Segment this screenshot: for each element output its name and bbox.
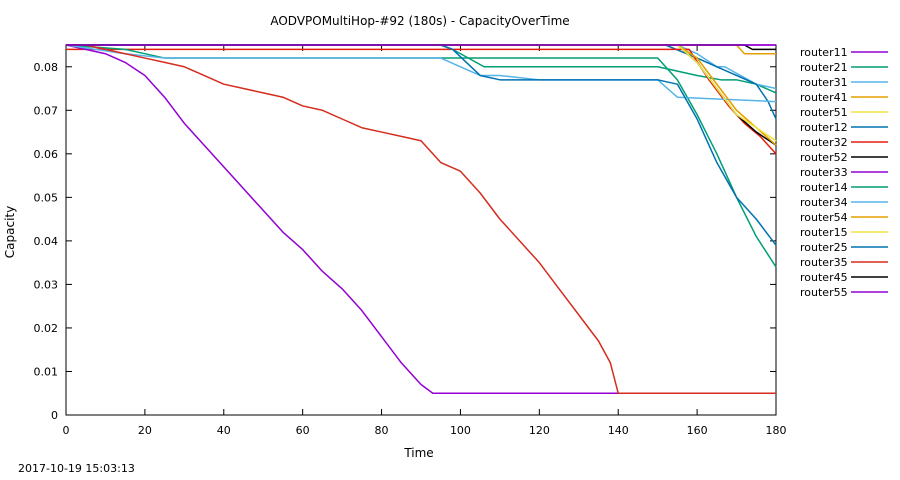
legend-label-router41: router41	[800, 91, 848, 104]
axis-ticks: 0 20 40 60 80 100 120 140 160 180 0 0.01 0.02 0.03 0.0…	[34, 45, 787, 437]
series-line-router54	[66, 44, 777, 146]
legend-label-router55: router55	[800, 286, 848, 299]
plot-frame	[65, 44, 777, 416]
y-tick-label: 0.06	[34, 148, 59, 161]
y-tick-label: 0.01	[34, 365, 59, 378]
y-tick-label: 0	[51, 409, 58, 422]
y-tick-label: 0.07	[34, 104, 59, 117]
series-line-router51	[66, 44, 777, 142]
legend-label-router14: router14	[800, 181, 848, 194]
series-line-router25	[66, 44, 777, 246]
legend-label-router33: router33	[800, 166, 848, 179]
legend-label-router11: router11	[800, 46, 848, 59]
y-tick-label: 0.08	[34, 61, 59, 74]
legend-label-router51: router51	[800, 106, 848, 119]
legend-label-router54: router54	[800, 211, 848, 224]
x-tick-label: 120	[529, 424, 550, 437]
series-line-router35	[66, 44, 776, 394]
legend-label-router12: router12	[800, 121, 848, 134]
x-tick-label: 80	[375, 424, 389, 437]
legend-label-router21: router21	[800, 61, 848, 74]
legend-label-router35: router35	[800, 256, 848, 269]
legend-label-router52: router52	[800, 151, 848, 164]
x-tick-label: 20	[138, 424, 152, 437]
legend: router11 router21 router31 router41 router51…	[800, 46, 888, 299]
legend-label-router34: router34	[800, 196, 848, 209]
series-line-router32	[66, 48, 777, 155]
series-line-router14	[65, 44, 777, 268]
series-line-router15	[66, 44, 777, 142]
series-line-router52	[66, 44, 777, 146]
series-line-router21	[66, 44, 777, 94]
x-tick-label: 160	[687, 424, 708, 437]
timestamp: 2017-10-19 15:03:13	[18, 462, 135, 475]
series-line-router33	[65, 44, 776, 394]
legend-label-router25: router25	[800, 241, 848, 254]
y-tick-label: 0.05	[34, 191, 59, 204]
series-line-router12	[66, 44, 777, 120]
y-axis-title: Capacity	[3, 206, 17, 258]
chart-title: AODVPOMultiHop-#92 (180s) - CapacityOver…	[270, 14, 569, 28]
x-tick-label: 100	[450, 424, 471, 437]
x-tick-label: 60	[296, 424, 310, 437]
x-tick-label: 140	[608, 424, 629, 437]
x-axis-title: Time	[403, 446, 433, 460]
legend-label-router15: router15	[800, 226, 848, 239]
x-tick-label: 40	[217, 424, 231, 437]
series-line-router34	[65, 44, 777, 103]
series-layer	[65, 44, 777, 394]
legend-label-router31: router31	[800, 76, 848, 89]
y-tick-label: 0.02	[34, 322, 59, 335]
x-tick-label: 0	[63, 424, 70, 437]
y-tick-label: 0.04	[34, 235, 59, 248]
y-tick-label: 0.03	[34, 278, 59, 291]
legend-label-router45: router45	[800, 271, 848, 284]
legend-label-router32: router32	[800, 136, 848, 149]
x-tick-label: 180	[766, 424, 787, 437]
